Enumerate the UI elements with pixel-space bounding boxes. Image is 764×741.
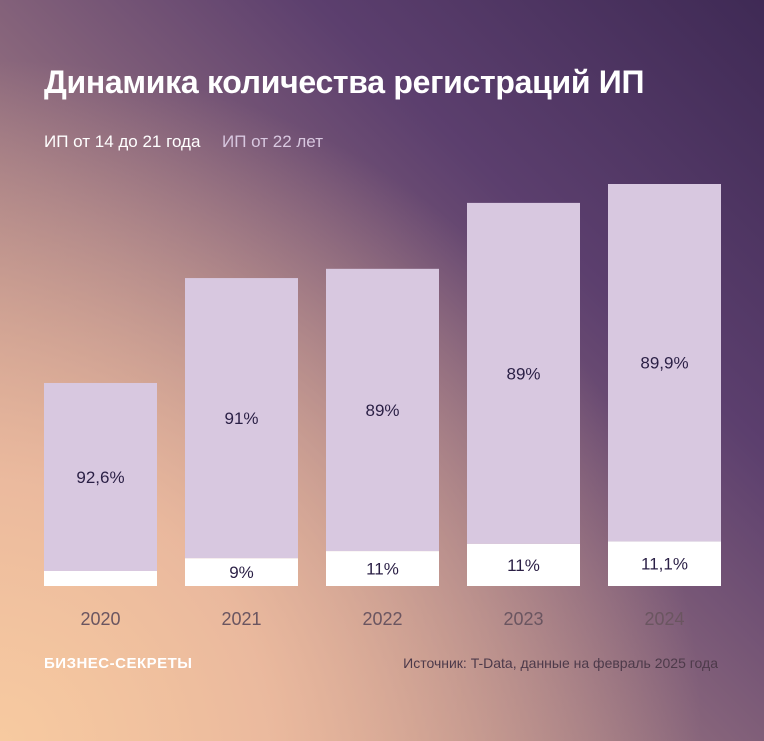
data-label-adult: 89% [365,401,399,420]
data-label-adult: 92,6% [76,468,124,487]
bar-segment-adult [608,184,721,542]
x-tick-label: 2023 [503,609,543,629]
bar-segment-young [608,541,721,586]
bar-segment-adult [44,382,157,571]
data-label-adult: 89% [506,364,540,383]
data-label-adult: 91% [224,409,258,428]
bar-segment-adult [326,268,439,552]
data-label-adult: 89,9% [640,354,688,373]
chart-title: Динамика количества регистраций ИП [44,64,645,100]
x-tick-label: 2022 [362,609,402,629]
x-tick-label: 2024 [644,609,684,629]
data-label-young: 11% [507,556,540,575]
data-label-young: 9% [229,563,254,582]
legend-item-adult: ИП от 22 лет [222,132,323,151]
x-tick-label: 2020 [80,609,120,629]
data-label-young: 11,1% [641,555,688,574]
brand-logo: БИЗНЕС-СЕКРЕТЫ [44,655,193,672]
bar-segment-adult [185,278,298,559]
data-label-young: 11% [366,560,399,579]
bar-segment-young [326,551,439,586]
bar-segment-young [467,543,580,586]
bar-segment-young [44,570,157,586]
legend-item-young: ИП от 14 до 21 года [44,132,201,151]
x-tick-label: 2021 [221,609,261,629]
bar-segment-young [185,558,298,586]
source-note: Источник: T-Data, данные на февраль 2025… [403,655,718,671]
bar-segment-adult [467,202,580,544]
